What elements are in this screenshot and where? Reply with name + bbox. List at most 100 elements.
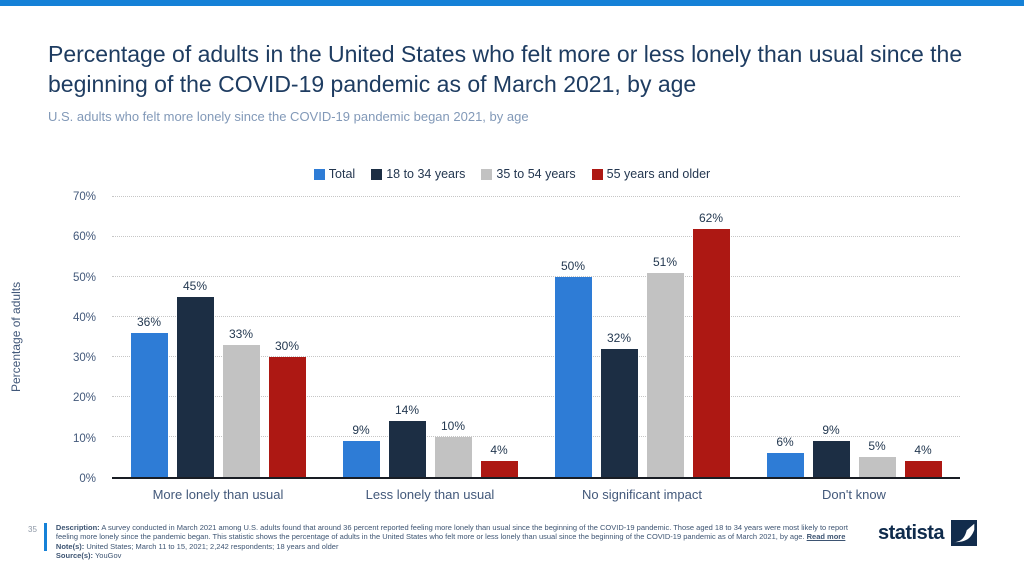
legend-swatch-icon [313, 168, 325, 180]
y-tick-label: 40% [72, 311, 96, 324]
bar-total [130, 333, 168, 477]
chart-title: Percentage of adults in the United State… [48, 41, 963, 97]
bar-column: 30% [268, 197, 306, 477]
bar-value-label: 4% [490, 443, 508, 457]
gridline [112, 396, 960, 397]
bar-value-label: 33% [228, 327, 254, 341]
category-axis: More lonely than usual Less lonely than u… [112, 487, 960, 502]
gridline [112, 356, 960, 357]
legend-label: Total [328, 167, 356, 181]
notes-line: Note(s): United States; March 11 to 15, … [56, 542, 856, 551]
bar-column: 51% [646, 197, 684, 477]
bar-value-label: 30% [274, 339, 300, 353]
bar-column: 32% [600, 197, 638, 477]
bar-value-label: 9% [822, 423, 840, 437]
notes-text: United States; March 11 to 15, 2021; 2,2… [86, 541, 339, 551]
legend-item: Total [313, 167, 356, 181]
plot-area: 36% 45% 33% 30% 9% 14% 10% 4% 50% 32% 51% 62% 6% 9% 5%… [112, 196, 960, 479]
bar-55-years-and-older [268, 357, 306, 477]
bar-18-to-34-years [600, 349, 638, 477]
bar-column: 10% [434, 197, 472, 477]
gridline [112, 316, 960, 317]
statista-logo-text: statista [877, 521, 945, 544]
chart-subtitle: U.S. adults who felt more lonely since t… [48, 109, 529, 124]
statista-logo: statista [878, 520, 977, 546]
y-tick-label: 0% [79, 473, 96, 485]
bar-column: 4% [480, 197, 518, 477]
gridline [112, 196, 960, 197]
top-accent-bar [0, 0, 1024, 6]
legend-swatch-icon [371, 168, 383, 180]
legend-swatch-icon [591, 168, 603, 180]
y-axis: 0% 10% 20% 30% 40% 50% 60% 70% [56, 191, 104, 485]
y-tick-label: 50% [72, 271, 96, 284]
bar-35-to-54-years [222, 345, 260, 477]
category-label: Less lonely than usual [365, 487, 495, 502]
category-label: More lonely than usual [152, 487, 284, 502]
y-tick-label: 10% [72, 432, 96, 445]
category-label: No significant impact [582, 487, 702, 502]
read-more-link[interactable]: Read more [806, 532, 846, 542]
y-tick-label: 60% [72, 231, 96, 244]
bar-column: 5% [858, 197, 896, 477]
bar-value-label: 51% [652, 255, 678, 269]
legend-item: 35 to 54 years [481, 167, 576, 181]
bar-column: 9% [342, 197, 380, 477]
y-tick-label: 30% [72, 352, 96, 365]
description-label: Description: [55, 523, 100, 532]
legend-label: 55 years and older [606, 167, 711, 181]
bar-total [342, 441, 380, 477]
footer-accent-bar [43, 523, 47, 551]
legend: Total 18 to 34 years 35 to 54 years 55 year… [0, 167, 1024, 181]
bar-18-to-34-years [176, 297, 214, 477]
gridline [112, 276, 960, 277]
bar-value-label: 9% [352, 423, 370, 437]
source-line: Source(s): YouGov [56, 551, 856, 560]
bar-column: 45% [176, 197, 214, 477]
legend-swatch-icon [481, 168, 493, 180]
bar-total [554, 277, 592, 477]
bar-total [766, 453, 804, 477]
gridline [112, 436, 960, 437]
bar-35-to-54-years [646, 273, 684, 477]
bar-column: 36% [130, 197, 168, 477]
bar-group: 50% 32% 51% 62% [536, 197, 748, 477]
bar-value-label: 14% [394, 403, 420, 417]
legend-label: 18 to 34 years [386, 167, 466, 181]
footer: 35 Description: A survey conducted in Ma… [28, 523, 856, 561]
bar-value-label: 45% [182, 279, 208, 293]
category-label: Don't know [822, 487, 886, 502]
y-axis-title: Percentage of adults [9, 281, 23, 393]
bar-column: 9% [812, 197, 850, 477]
bar-value-label: 5% [868, 439, 886, 453]
bar-55-years-and-older [692, 229, 730, 477]
bar-column: 4% [904, 197, 942, 477]
bar-value-label: 32% [606, 331, 632, 345]
footer-text: Description: A survey conducted in March… [56, 523, 856, 561]
bar-column: 50% [554, 197, 592, 477]
description-text: A survey conducted in March 2021 among U… [55, 523, 848, 542]
statista-logo-icon [951, 520, 977, 546]
bar-group: 36% 45% 33% 30% [112, 197, 324, 477]
source-label: Source(s): [55, 551, 93, 561]
y-tick-label: 70% [72, 191, 96, 203]
y-tick-label: 20% [72, 392, 96, 405]
bar-55-years-and-older [904, 461, 942, 477]
bar-group: 6% 9% 5% 4% [748, 197, 960, 477]
bar-groups: 36% 45% 33% 30% 9% 14% 10% 4% 50% 32% 51% 62% 6% 9% 5%… [112, 197, 960, 477]
bar-column: 62% [692, 197, 730, 477]
bar-18-to-34-years [388, 421, 426, 477]
bar-value-label: 6% [776, 435, 794, 449]
bar-55-years-and-older [480, 461, 518, 477]
legend-item: 55 years and older [591, 167, 711, 181]
bar-value-label: 50% [560, 259, 586, 273]
bar-35-to-54-years [434, 437, 472, 477]
bar-18-to-34-years [812, 441, 850, 477]
gridline [112, 236, 960, 237]
bar-column: 14% [388, 197, 426, 477]
page-number: 35 [28, 525, 37, 534]
bar-value-label: 10% [440, 419, 466, 433]
bar-value-label: 62% [698, 211, 724, 225]
bar-35-to-54-years [858, 457, 896, 477]
bar-group: 9% 14% 10% 4% [324, 197, 536, 477]
